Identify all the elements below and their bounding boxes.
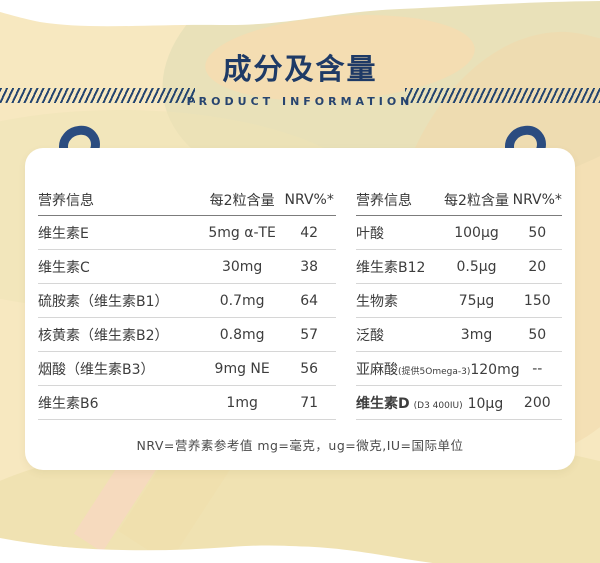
bottom-white-wave: [0, 538, 600, 563]
nrv-cell: --: [512, 351, 562, 386]
column-header-nrv: NRV%*: [282, 184, 336, 216]
nutrient-cell: 维生素E: [38, 215, 202, 250]
nutrient-cell: 核黄素（维生素B2）: [38, 317, 202, 352]
amount-cell: 30mg: [201, 249, 283, 284]
nutrition-table-left: 营养信息 每2粒含量 NRV%* 维生素E 5mg α-TE 42 维生素C 30mg 3…: [38, 184, 336, 420]
nutrient-cell: 维生素B6: [38, 385, 202, 420]
nrv-cell: 200: [512, 385, 562, 420]
amount-cell: 5mg α-TE: [201, 215, 283, 250]
nutrient-cell: 叶酸: [356, 215, 441, 250]
nutrient-cell: 维生素D (D3 400IU) 10μg: [356, 385, 513, 420]
nrv-legend-note: NRV=营养素参考值 mg=毫克，ug=微克,IU=国际单位: [136, 438, 464, 453]
amount-cell: 9mg NE: [201, 351, 283, 386]
table-row: 亚麻酸(提供5Omega-3)120mg --: [356, 351, 562, 386]
column-header-amount: 每2粒含量: [201, 184, 283, 216]
page-title: 成分及含量: [222, 52, 378, 86]
amount-cell: 0.5μg: [440, 249, 513, 284]
table-row: 维生素B6 1mg 71: [38, 385, 336, 420]
header: 成分及含量 PRODUCT INFORMATION: [0, 52, 600, 108]
table-row: 维生素D (D3 400IU) 10μg 200: [356, 385, 562, 420]
table-row: 核黄素（维生素B2） 0.8mg 57: [38, 317, 336, 352]
amount-cell: 75μg: [440, 283, 513, 318]
column-header-amount: 每2粒含量: [440, 184, 513, 216]
table-header-row: 营养信息 每2粒含量 NRV%*: [356, 184, 562, 216]
nutrition-table-right: 营养信息 每2粒含量 NRV%* 叶酸 100μg 50 维生素B12 0.5μg 20 生…: [356, 184, 562, 420]
amount-cell: 3mg: [440, 317, 513, 352]
nrv-cell: 50: [512, 215, 562, 250]
nutrient-cell: 硫胺素（维生素B1）: [38, 283, 202, 318]
table-row: 维生素E 5mg α-TE 42: [38, 215, 336, 250]
nrv-cell: 56: [282, 351, 336, 386]
amount-cell: 100μg: [440, 215, 513, 250]
table-row: 烟酸（维生素B3） 9mg NE 56: [38, 351, 336, 386]
column-header-nrv: NRV%*: [512, 184, 562, 216]
table-row: 维生素B12 0.5μg 20: [356, 249, 562, 284]
nutrient-cell: 生物素: [356, 283, 441, 318]
nutrient-cell: 亚麻酸(提供5Omega-3)120mg: [356, 351, 520, 386]
nutrient-cell: 烟酸（维生素B3）: [38, 351, 202, 386]
table-row: 泛酸 3mg 50: [356, 317, 562, 352]
hatch-stripes-left-icon: [0, 88, 195, 103]
nrv-cell: 50: [512, 317, 562, 352]
nrv-cell: 57: [282, 317, 336, 352]
nrv-cell: 150: [512, 283, 562, 318]
page-subtitle: PRODUCT INFORMATION: [186, 94, 414, 108]
amount-cell: 0.8mg: [201, 317, 283, 352]
table-row: 叶酸 100μg 50: [356, 215, 562, 250]
nrv-cell: 42: [282, 215, 336, 250]
table-row: 维生素C 30mg 38: [38, 249, 336, 284]
table-row: 硫胺素（维生素B1） 0.7mg 64: [38, 283, 336, 318]
table-header-row: 营养信息 每2粒含量 NRV%*: [38, 184, 336, 216]
nutrition-tables: 营养信息 每2粒含量 NRV%* 维生素E 5mg α-TE 42 维生素C 30mg 3…: [25, 148, 575, 420]
table-row: 生物素 75μg 150: [356, 283, 562, 318]
amount-cell: 1mg: [201, 385, 283, 420]
nutrient-cell: 泛酸: [356, 317, 441, 352]
nrv-cell: 38: [282, 249, 336, 284]
amount-cell: 0.7mg: [201, 283, 283, 318]
nrv-cell: 20: [512, 249, 562, 284]
hatch-stripes-right-icon: [405, 88, 600, 103]
nutrition-card: 营养信息 每2粒含量 NRV%* 维生素E 5mg α-TE 42 维生素C 30mg 3…: [25, 148, 575, 470]
column-header-nutrient: 营养信息: [356, 184, 441, 216]
column-header-nutrient: 营养信息: [38, 184, 202, 216]
nrv-cell: 71: [282, 385, 336, 420]
nrv-cell: 64: [282, 283, 336, 318]
top-white-wave: [0, 0, 600, 27]
nutrient-cell: 维生素B12: [356, 249, 441, 284]
nutrient-cell: 维生素C: [38, 249, 202, 284]
